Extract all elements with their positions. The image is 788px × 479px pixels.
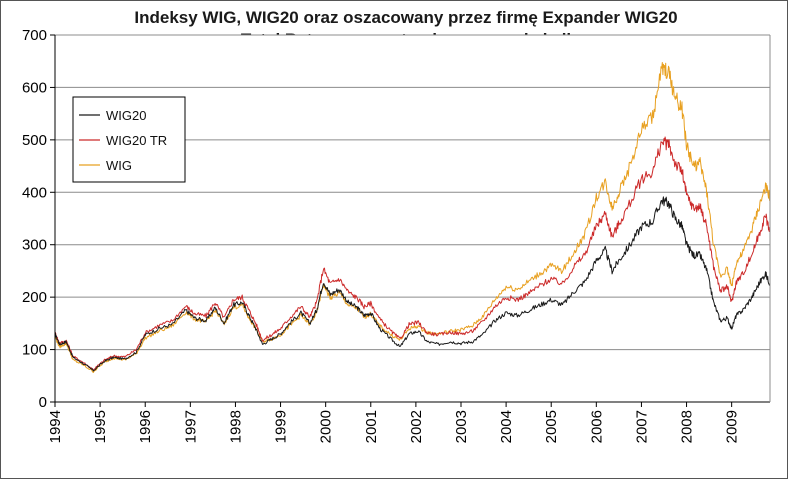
axes — [54, 35, 771, 403]
y-tick-label: 200 — [22, 289, 47, 306]
y-tick-label: 500 — [22, 132, 47, 149]
y-tick-label: 0 — [39, 394, 47, 411]
x-tick-label: 2000 — [318, 410, 335, 443]
y-tick-label: 400 — [22, 184, 47, 201]
y-tick-label: 700 — [22, 27, 47, 44]
x-tick-label: 2008 — [679, 410, 696, 443]
x-tick-label: 2009 — [724, 410, 741, 443]
legend-label: WIG — [106, 158, 132, 173]
x-tick-label: 1996 — [137, 410, 154, 443]
x-tick-label: 1995 — [92, 410, 109, 443]
y-axis-ticks: 0 100 200 300 400 500 600 700 — [22, 27, 55, 411]
x-tick-label: 2005 — [543, 410, 560, 443]
series-line-wig20-tr — [54, 136, 771, 371]
gridlines — [55, 34, 770, 402]
legend-label: WIG20 TR — [106, 133, 167, 148]
x-tick-label: 2006 — [588, 410, 605, 443]
x-axis-ticks: 1994 1995 1996 1997 1998 1999 2000 2001 2002 2003… — [47, 402, 741, 443]
x-tick-label: 2002 — [408, 410, 425, 443]
legend-label: WIG20 — [106, 108, 146, 123]
series-line-wig20 — [54, 196, 771, 372]
x-tick-label: 1994 — [47, 410, 64, 443]
legend: WIG20 WIG20 TR WIG — [72, 96, 186, 183]
chart-title: Indeksy WIG, WIG20 oraz oszacowany przez… — [134, 8, 678, 27]
x-tick-label: 1998 — [227, 410, 244, 443]
plot-area — [55, 35, 770, 402]
y-tick-label: 600 — [22, 79, 47, 96]
y-tick-label: 100 — [22, 342, 47, 359]
y-tick-label: 300 — [22, 237, 47, 254]
x-tick-label: 2001 — [363, 410, 380, 443]
plot-series — [54, 62, 771, 373]
x-tick-label: 2007 — [633, 410, 650, 443]
x-tick-label: 2003 — [453, 410, 470, 443]
x-tick-label: 2004 — [498, 410, 515, 443]
x-tick-label: 1999 — [273, 410, 290, 443]
x-tick-label: 1997 — [182, 410, 199, 443]
